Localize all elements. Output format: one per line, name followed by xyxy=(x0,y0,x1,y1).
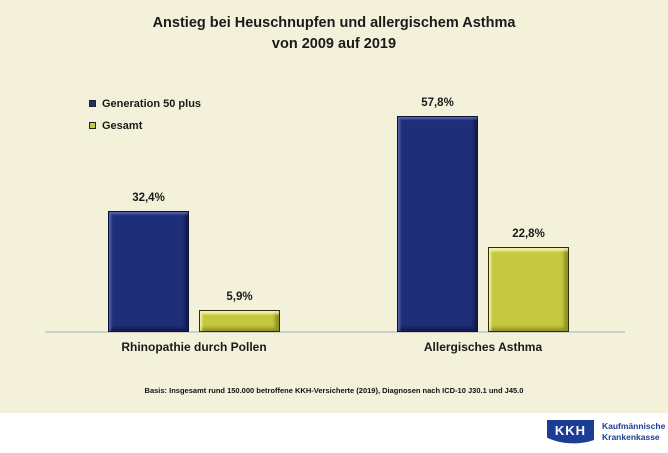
legend-swatch-icon xyxy=(89,100,96,107)
kkh-logo-name: Kaufmännische Krankenkasse xyxy=(602,421,665,442)
kkh-logo-name-line2: Krankenkasse xyxy=(602,431,660,442)
kkh-logo-name-line1: Kaufmännische xyxy=(602,421,666,431)
footer-strip: KKH Kaufmännische Krankenkasse xyxy=(0,413,668,453)
bar-value-label: 5,9% xyxy=(226,291,253,303)
bar-series1-cat1 xyxy=(488,247,569,332)
bar-value-label: 57,8% xyxy=(421,97,454,109)
legend-label: Generation 50 plus xyxy=(102,97,202,110)
legend-item-0: Generation 50 plus xyxy=(89,96,201,111)
chart-background xyxy=(0,0,668,413)
bar-value-label: 32,4% xyxy=(132,192,165,204)
legend: Generation 50 plus Gesamt xyxy=(89,96,201,140)
kkh-logo-mark: KKH xyxy=(547,420,594,444)
kkh-logo: KKH Kaufmännische Krankenkasse xyxy=(546,418,665,448)
kkh-logo-abbr: KKH xyxy=(555,423,586,438)
bar-series0-cat0 xyxy=(108,211,189,332)
category-label-1: Allergisches Asthma xyxy=(423,340,543,354)
legend-label: Gesamt xyxy=(102,119,143,132)
legend-swatch-icon xyxy=(89,122,96,129)
chart-title-line1: Anstieg bei Heuschnupfen und allergische… xyxy=(152,15,516,31)
footnote: Basis: Insgesamt rund 150.000 betroffene… xyxy=(144,386,524,395)
chart-title: Anstieg bei Heuschnupfen und allergische… xyxy=(0,13,668,55)
x-axis-line xyxy=(45,331,625,333)
chart-title-line2: von 2009 auf 2019 xyxy=(271,36,397,52)
legend-item-1: Gesamt xyxy=(89,118,201,133)
category-label-0: Rhinopathie durch Pollen xyxy=(121,340,267,354)
bar-series1-cat0 xyxy=(199,310,280,332)
bar-series0-cat1 xyxy=(397,116,478,332)
bar-value-label: 22,8% xyxy=(512,228,545,240)
